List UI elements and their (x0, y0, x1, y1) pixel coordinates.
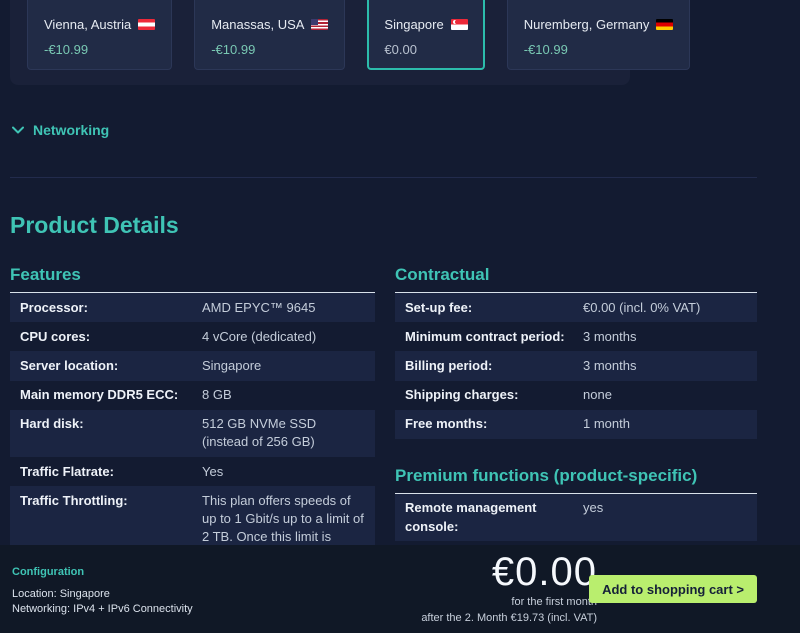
row-value: €0.00 (incl. 0% VAT) (583, 299, 701, 315)
checkout-bar: Configuration Location: Singapore Networ… (0, 545, 800, 633)
configuration-label: Configuration (12, 566, 85, 578)
singapore-flag-icon (450, 19, 468, 30)
table-row: Free months: 1 month (395, 409, 757, 439)
features-column: Features Processor: AMD EPYC™ 9645 CPU c… (10, 265, 375, 589)
row-value: 3 months (583, 357, 637, 373)
total-price: €0.00 (491, 550, 597, 594)
row-label: Set-up fee: (405, 299, 473, 315)
location-card-name: Manassas, USA (211, 17, 329, 32)
server-location-panel: Vienna, Austria -€10.99 Manassas, USA -€… (10, 0, 691, 85)
location-card-name: Vienna, Austria (44, 17, 156, 32)
location-label: Vienna, Austria (44, 17, 132, 32)
row-value: 512 GB NVMe SSD (instead of 256 GB) (202, 416, 317, 450)
row-value: 1 month (583, 416, 630, 432)
table-row: Remote management console: yes (395, 493, 757, 542)
premium-functions-heading: Premium functions (product-specific) (395, 466, 757, 494)
row-label: Shipping charges: (405, 387, 519, 403)
location-price: -€10.99 (44, 42, 89, 57)
table-row: Set-up fee: €0.00 (incl. 0% VAT) (395, 293, 757, 323)
table-row: Minimum contract period: 3 months (395, 322, 757, 351)
row-label: Traffic Throttling: (20, 492, 128, 508)
row-label: Server location: (20, 357, 119, 373)
row-value: 4 vCore (dedicated) (202, 328, 317, 344)
location-card-nuremberg[interactable]: Nuremberg, Germany -€10.99 (506, 0, 691, 70)
row-label: Minimum contract period: (405, 328, 565, 344)
location-label: Nuremberg, Germany (523, 17, 650, 32)
location-card-manassas[interactable]: Manassas, USA -€10.99 (194, 0, 346, 70)
table-row: Billing period: 3 months (395, 351, 757, 381)
location-card-name: Nuremberg, Germany (524, 17, 674, 32)
location-label: Manassas, USA (211, 17, 305, 32)
configuration-location-line: Location: Singapore (12, 588, 110, 600)
features-heading: Features (10, 265, 375, 293)
row-value: Singapore (202, 357, 262, 373)
location-card-vienna[interactable]: Vienna, Austria -€10.99 (27, 0, 173, 70)
price-note-after-month: after the 2. Month €19.73 (incl. VAT) (421, 612, 597, 625)
location-card-singapore-selected[interactable]: Singapore €0.00 (367, 0, 485, 70)
row-value: none (583, 387, 612, 403)
configuration-networking-line: Networking: IPv4 + IPv6 Connectivity (12, 602, 193, 615)
contractual-column: Contractual Set-up fee: €0.00 (incl. 0% … (395, 265, 757, 589)
row-label: Billing period: (405, 357, 493, 373)
row-label: Free months: (405, 416, 488, 432)
networking-section-toggle[interactable]: Networking (12, 122, 109, 138)
germany-flag-icon (656, 19, 674, 30)
price-note-first-month: for the first month (511, 596, 597, 608)
table-row: Traffic Flatrate: Yes (10, 457, 375, 486)
page-title: Product Details (10, 212, 179, 238)
row-label: CPU cores: (20, 328, 91, 344)
table-row: Processor: AMD EPYC™ 9645 (10, 293, 375, 323)
row-value: 8 GB (202, 387, 232, 403)
contractual-heading: Contractual (395, 265, 757, 293)
table-row: CPU cores: 4 vCore (dedicated) (10, 322, 375, 351)
location-price: €0.00 (384, 42, 417, 57)
location-price: -€10.99 (523, 42, 568, 57)
usa-flag-icon (311, 19, 329, 30)
row-label: Main memory DDR5 ECC: (20, 387, 179, 403)
table-row: Main memory DDR5 ECC: 8 GB (10, 381, 375, 410)
location-card-name: Singapore (384, 17, 468, 32)
price-block: €0.00 for the first month after the 2. M… (421, 552, 597, 624)
location-card-list: Vienna, Austria -€10.99 Manassas, USA -€… (27, 0, 691, 70)
add-to-cart-button[interactable]: Add to shopping cart > (589, 575, 757, 603)
chevron-down-icon (12, 126, 24, 134)
austria-flag-icon (138, 19, 156, 30)
row-label: Processor: (20, 299, 88, 315)
features-table: Processor: AMD EPYC™ 9645 CPU cores: 4 v… (10, 293, 375, 589)
table-row: Hard disk: 512 GB NVMe SSD (instead of 2… (10, 409, 375, 458)
row-value: AMD EPYC™ 9645 (202, 299, 316, 315)
table-row: Shipping charges: none (395, 381, 757, 410)
row-value: yes (583, 500, 604, 516)
networking-section-label: Networking (33, 122, 110, 138)
row-value: 3 months (583, 328, 637, 344)
row-label: Remote management console: (405, 500, 537, 534)
location-price: -€10.99 (211, 42, 256, 57)
row-label: Hard disk: (20, 416, 84, 432)
table-row: Server location: Singapore (10, 351, 375, 381)
location-label: Singapore (384, 17, 444, 32)
configuration-summary: Configuration Location: Singapore Networ… (12, 566, 193, 617)
section-divider (10, 177, 757, 178)
row-label: Traffic Flatrate: (20, 463, 114, 479)
row-value: Yes (202, 463, 224, 479)
contractual-table: Set-up fee: €0.00 (incl. 0% VAT) Minimum… (395, 293, 757, 439)
